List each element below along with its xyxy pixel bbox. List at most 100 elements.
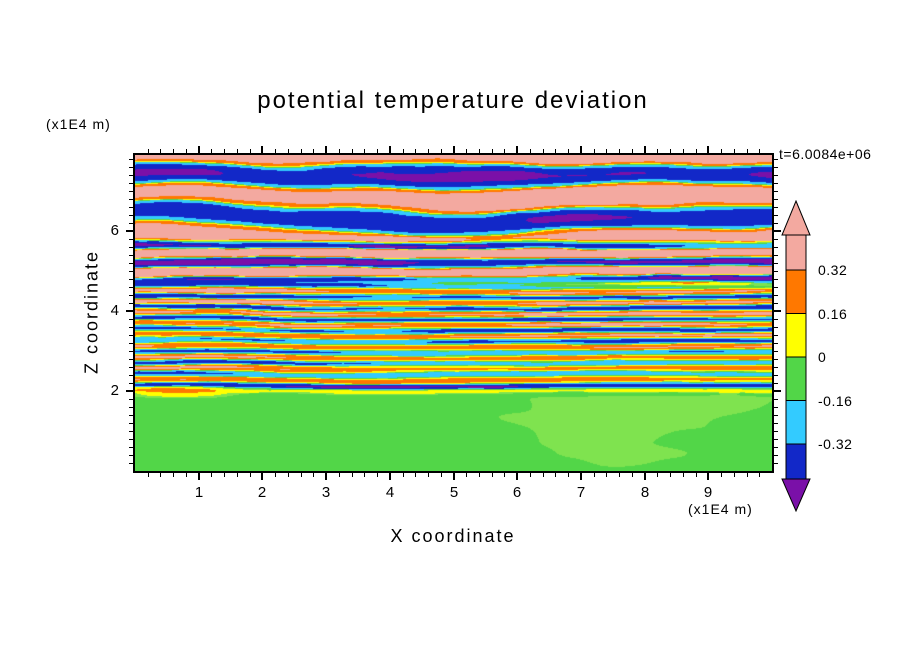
x-minor-tick [759,473,760,477]
x-minor-tick-top [160,149,161,153]
y-minor-tick-right [774,207,778,208]
y-minor-tick-right [774,439,778,440]
y-minor-tick-right [774,215,778,216]
y-minor-tick-right [774,303,778,304]
x-minor-tick-top [339,149,340,153]
x-minor-tick [466,473,467,477]
x-tick-label: 2 [257,484,267,501]
y-minor-tick-right [774,375,778,376]
x-minor-tick-top [148,149,149,153]
x-minor-tick [237,473,238,477]
x-minor-tick-top [250,149,251,153]
y-major-tick-right [774,390,781,392]
x-minor-tick-top [696,149,697,153]
x-tick-label: 7 [576,484,586,501]
x-tick-label: 1 [194,484,204,501]
x-minor-tick-top [428,149,429,153]
x-minor-tick-top [415,149,416,153]
x-minor-tick [403,473,404,477]
x-major-tick [516,473,518,480]
x-tick-label: 5 [449,484,459,501]
colorbar-segment-yellow [785,313,807,358]
x-minor-tick [288,473,289,477]
x-major-tick-top [453,146,455,153]
y-minor-tick [129,319,133,320]
x-minor-tick [696,473,697,477]
y-minor-tick-right [774,407,778,408]
x-minor-tick-top [492,149,493,153]
y-minor-tick-right [774,423,778,424]
x-minor-tick-top [721,149,722,153]
x-major-tick-top [516,146,518,153]
y-minor-tick [129,327,133,328]
y-minor-tick [129,183,133,184]
x-minor-tick [734,473,735,477]
y-minor-tick [129,375,133,376]
x-minor-tick [148,473,149,477]
x-major-tick [198,473,200,480]
x-minor-tick-top [466,149,467,153]
x-major-tick-top [325,146,327,153]
colorbar-svg [781,199,811,513]
x-minor-tick-top [632,149,633,153]
x-minor-tick [428,473,429,477]
colorbar-tick-label: -0.16 [818,392,853,409]
x-minor-tick [441,473,442,477]
x-minor-tick [186,473,187,477]
x-minor-tick [275,473,276,477]
x-minor-tick-top [568,149,569,153]
y-minor-tick-right [774,343,778,344]
y-minor-tick-right [774,239,778,240]
y-minor-tick [129,447,133,448]
y-minor-tick [129,455,133,456]
x-minor-tick-top [352,149,353,153]
x-minor-tick-top [683,149,684,153]
y-minor-tick-right [774,255,778,256]
x-minor-tick-top [275,149,276,153]
x-minor-tick [415,473,416,477]
y-minor-tick-right [774,447,778,448]
x-minor-tick-top [313,149,314,153]
y-minor-tick-right [774,263,778,264]
y-minor-tick-right [774,335,778,336]
y-major-tick-right [774,230,781,232]
y-axis-unit-label: (x1E4 m) [46,116,111,132]
x-minor-tick [530,473,531,477]
x-major-tick [580,473,582,480]
y-minor-tick-right [774,319,778,320]
y-minor-tick [129,399,133,400]
x-major-tick-top [261,146,263,153]
x-minor-tick [377,473,378,477]
y-minor-tick [129,167,133,168]
y-minor-tick-right [774,399,778,400]
y-minor-tick [129,199,133,200]
y-major-tick [126,390,133,392]
y-minor-tick [129,287,133,288]
x-minor-tick [479,473,480,477]
x-tick-label: 3 [321,484,331,501]
y-minor-tick [129,423,133,424]
x-minor-tick [339,473,340,477]
x-major-tick [325,473,327,480]
x-minor-tick [224,473,225,477]
colorbar-tick-label: 0.16 [818,305,848,322]
x-minor-tick-top [670,149,671,153]
x-minor-tick-top [657,149,658,153]
x-minor-tick-top [403,149,404,153]
x-major-tick [707,473,709,480]
y-minor-tick [129,247,133,248]
y-minor-tick-right [774,431,778,432]
x-minor-tick [632,473,633,477]
x-minor-tick [352,473,353,477]
x-minor-tick-top [441,149,442,153]
x-minor-tick [657,473,658,477]
y-minor-tick [129,159,133,160]
y-minor-tick [129,271,133,272]
x-minor-tick [211,473,212,477]
y-minor-tick [129,343,133,344]
x-minor-tick [364,473,365,477]
temperature-deviation-field [135,155,772,471]
x-minor-tick [619,473,620,477]
x-minor-tick [492,473,493,477]
